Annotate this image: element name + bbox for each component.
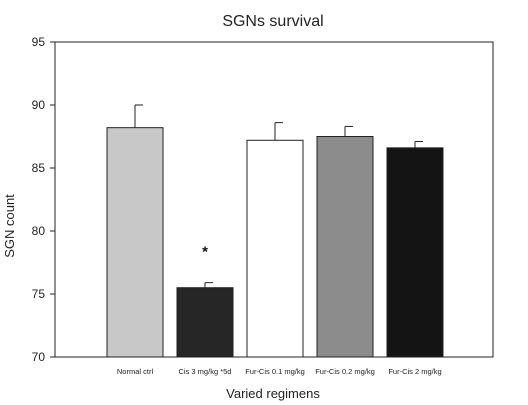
bar bbox=[246, 139, 304, 358]
y-tick-label: 70 bbox=[32, 350, 46, 364]
x-axis-label: Varied regimens bbox=[226, 386, 320, 401]
x-tick-label: Cis 3 mg/kg *5d bbox=[179, 367, 232, 376]
y-tick-label: 80 bbox=[32, 224, 46, 238]
significance-annotation: * bbox=[202, 244, 208, 261]
x-tick-label: Fur-Cis 0.1 mg/kg bbox=[245, 367, 305, 376]
bar bbox=[106, 127, 164, 358]
bar bbox=[316, 136, 374, 358]
y-tick-label: 95 bbox=[32, 35, 46, 49]
y-tick-label: 85 bbox=[32, 161, 46, 175]
y-tick-label: 90 bbox=[32, 98, 46, 112]
chart-title: SGNs survival bbox=[222, 13, 323, 30]
plot-area: 70 75 80 85 90 95 Normal ctrl Cis 3 mg/kg *5d Fu… bbox=[32, 35, 494, 376]
bar bbox=[176, 287, 234, 358]
y-axis-label: SGN count bbox=[2, 194, 17, 258]
x-tick-label: Normal ctrl bbox=[117, 367, 154, 376]
y-tick-label: 75 bbox=[32, 287, 46, 301]
x-tick-label: Fur-Cis 2 mg/kg bbox=[388, 367, 441, 376]
x-tick-label: Fur-Cis 0.2 mg/kg bbox=[315, 367, 375, 376]
bar bbox=[386, 147, 444, 358]
